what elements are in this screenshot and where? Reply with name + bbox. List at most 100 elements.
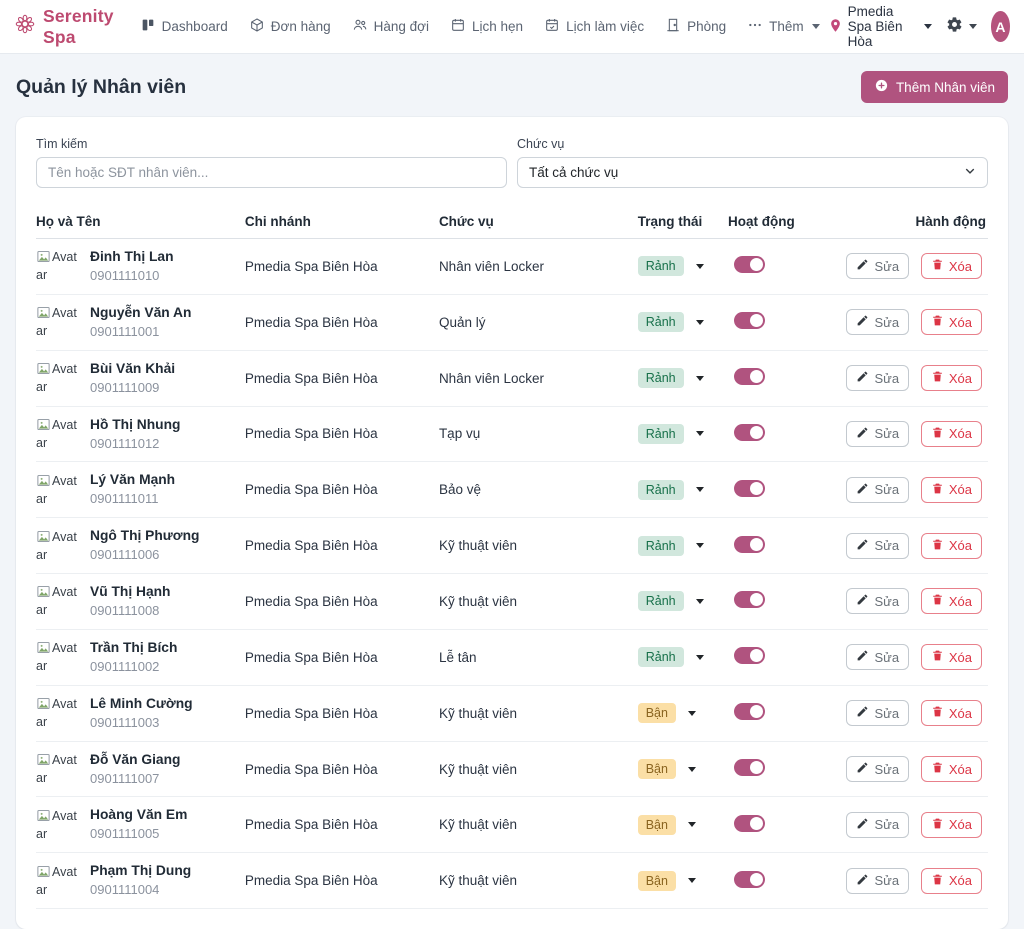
edit-button[interactable]: Sửa	[846, 812, 909, 838]
edit-button[interactable]: Sửa	[846, 421, 909, 447]
status-dropdown-caret[interactable]	[686, 878, 696, 883]
status-badge[interactable]: Rảnh	[638, 368, 684, 388]
dashboard-icon	[140, 17, 156, 36]
avatar-broken-image: Avatar	[36, 863, 81, 899]
active-toggle[interactable]	[734, 368, 765, 385]
edit-button[interactable]: Sửa	[846, 588, 909, 614]
edit-button[interactable]: Sửa	[846, 756, 909, 782]
status-badge[interactable]: Rảnh	[638, 480, 684, 500]
delete-button[interactable]: Xóa	[921, 700, 982, 726]
pencil-icon	[856, 426, 869, 442]
nav-item-queue[interactable]: Hàng đợi	[352, 17, 429, 36]
status-badge[interactable]: Rảnh	[638, 312, 684, 332]
brand[interactable]: Serenity Spa	[14, 6, 114, 48]
status-badge[interactable]: Bận	[638, 815, 676, 835]
edit-button[interactable]: Sửa	[846, 644, 909, 670]
branch-cell: Pmedia Spa Biên Hòa	[245, 853, 439, 909]
status-dropdown-caret[interactable]	[694, 264, 704, 269]
status-badge[interactable]: Rảnh	[638, 256, 684, 276]
status-dropdown-caret[interactable]	[694, 543, 704, 548]
nav-item-rooms[interactable]: Phòng	[665, 17, 726, 36]
edit-button[interactable]: Sửa	[846, 477, 909, 503]
gear-icon	[946, 16, 963, 38]
status-badge[interactable]: Rảnh	[638, 536, 684, 556]
status-dropdown-caret[interactable]	[694, 599, 704, 604]
role-cell: Quản lý	[439, 294, 638, 350]
active-toggle[interactable]	[734, 815, 765, 832]
active-toggle[interactable]	[734, 703, 765, 720]
staff-phone: 0901111001	[90, 323, 191, 342]
status-dropdown-caret[interactable]	[694, 320, 704, 325]
user-avatar[interactable]: A	[991, 11, 1010, 42]
avatar-broken-image: Avatar	[36, 583, 81, 619]
role-cell: Kỹ thuật viên	[439, 797, 638, 853]
broken-image-icon	[36, 362, 52, 376]
active-toggle[interactable]	[734, 591, 765, 608]
status-badge[interactable]: Bận	[638, 703, 676, 723]
staff-name: Đinh Thị Lan	[90, 247, 174, 267]
delete-button[interactable]: Xóa	[921, 644, 982, 670]
edit-button[interactable]: Sửa	[846, 253, 909, 279]
location-pin-icon	[828, 18, 843, 36]
staff-phone: 0901111007	[90, 770, 180, 789]
status-badge[interactable]: Bận	[638, 871, 676, 891]
pencil-icon	[856, 761, 869, 777]
active-toggle[interactable]	[734, 871, 765, 888]
caret-down-icon	[688, 822, 696, 827]
delete-button[interactable]: Xóa	[921, 756, 982, 782]
status-badge[interactable]: Rảnh	[638, 647, 684, 667]
trash-icon	[931, 593, 944, 609]
delete-button[interactable]: Xóa	[921, 477, 982, 503]
status-dropdown-caret[interactable]	[694, 431, 704, 436]
nav-item-dashboard[interactable]: Dashboard	[140, 17, 228, 36]
nav-item-more[interactable]: Thêm	[747, 17, 820, 36]
edit-button[interactable]: Sửa	[846, 365, 909, 391]
status-dropdown-caret[interactable]	[686, 767, 696, 772]
delete-button[interactable]: Xóa	[921, 812, 982, 838]
active-toggle[interactable]	[734, 424, 765, 441]
delete-button[interactable]: Xóa	[921, 309, 982, 335]
nav-item-orders[interactable]: Đơn hàng	[249, 17, 331, 36]
location-selector[interactable]: Pmedia Spa Biên Hòa	[828, 4, 932, 49]
staff-name-cell: Avatar Ngô Thị Phương 0901111006	[36, 526, 239, 565]
delete-button[interactable]: Xóa	[921, 253, 982, 279]
status-dropdown-caret[interactable]	[694, 376, 704, 381]
nav-item-appointments[interactable]: Lịch hẹn	[450, 17, 523, 36]
active-toggle[interactable]	[734, 312, 765, 329]
table-row: Avatar Phạm Thị Dung 0901111004 Pmedia S…	[36, 853, 988, 909]
people-icon	[352, 17, 368, 36]
caret-down-icon	[688, 767, 696, 772]
add-staff-button[interactable]: Thêm Nhân viên	[861, 71, 1008, 103]
active-toggle[interactable]	[734, 256, 765, 273]
delete-button[interactable]: Xóa	[921, 533, 982, 559]
edit-button[interactable]: Sửa	[846, 533, 909, 559]
status-badge[interactable]: Bận	[638, 759, 676, 779]
top-navbar: Serenity Spa Dashboard Đơn hàng Hàng đợi…	[0, 0, 1024, 54]
staff-name: Bùi Văn Khải	[90, 359, 175, 379]
header-name: Họ và Tên	[36, 206, 245, 239]
status-dropdown-caret[interactable]	[686, 822, 696, 827]
delete-button[interactable]: Xóa	[921, 365, 982, 391]
nav-item-work-schedule[interactable]: Lịch làm việc	[544, 17, 644, 36]
delete-button[interactable]: Xóa	[921, 421, 982, 447]
role-cell: Nhân viên Locker	[439, 350, 638, 406]
active-toggle[interactable]	[734, 759, 765, 776]
delete-button[interactable]: Xóa	[921, 868, 982, 894]
search-input[interactable]	[36, 157, 507, 188]
delete-button[interactable]: Xóa	[921, 588, 982, 614]
status-badge[interactable]: Rảnh	[638, 591, 684, 611]
role-select[interactable]: Tất cả chức vụ	[517, 157, 988, 188]
active-toggle[interactable]	[734, 480, 765, 497]
edit-button[interactable]: Sửa	[846, 309, 909, 335]
active-toggle[interactable]	[734, 536, 765, 553]
status-dropdown-caret[interactable]	[686, 711, 696, 716]
edit-button[interactable]: Sửa	[846, 868, 909, 894]
status-dropdown-caret[interactable]	[694, 655, 704, 660]
status-dropdown-caret[interactable]	[694, 487, 704, 492]
active-toggle[interactable]	[734, 647, 765, 664]
settings-menu[interactable]	[946, 16, 977, 38]
pencil-icon	[856, 649, 869, 665]
branch-cell: Pmedia Spa Biên Hòa	[245, 294, 439, 350]
status-badge[interactable]: Rảnh	[638, 424, 684, 444]
edit-button[interactable]: Sửa	[846, 700, 909, 726]
